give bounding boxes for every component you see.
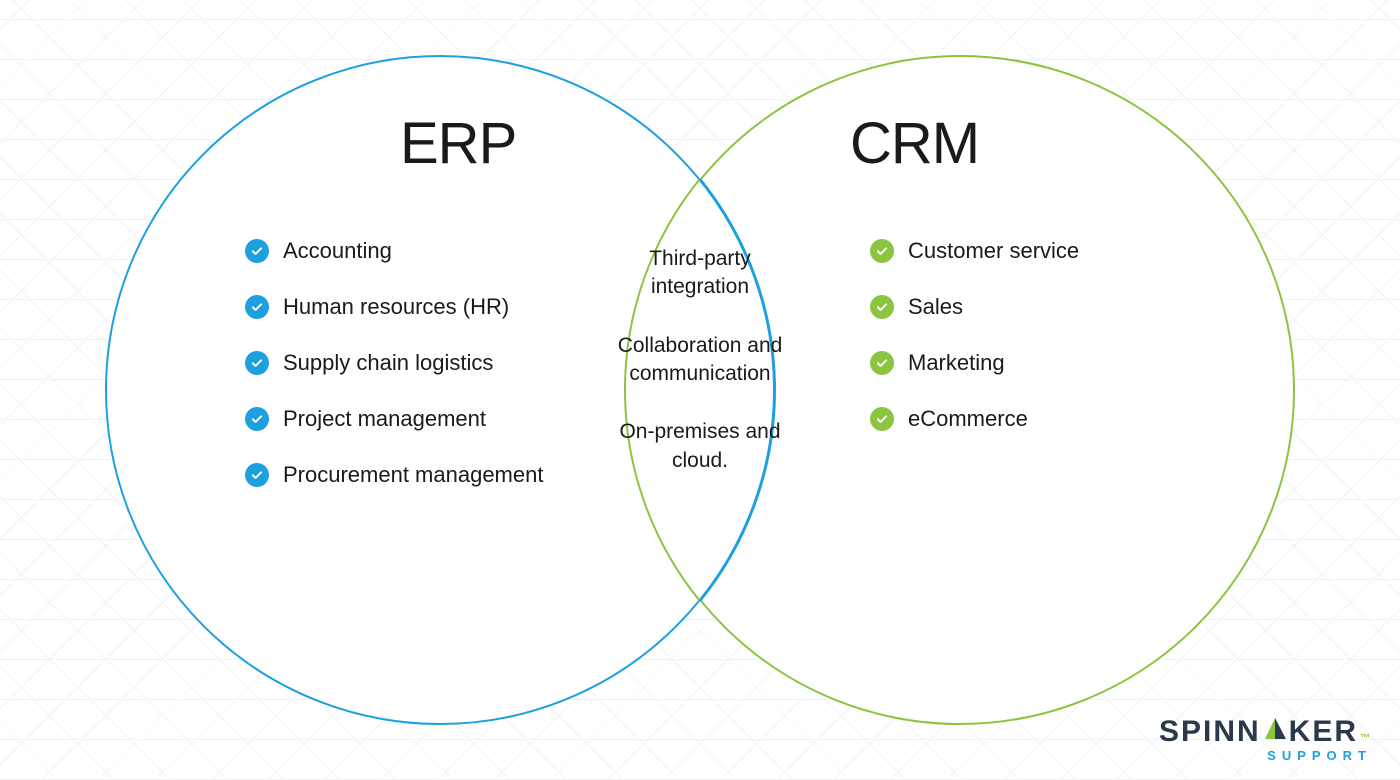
crm-feature-label: Sales: [908, 294, 963, 320]
logo-text-post: KER: [1289, 717, 1358, 747]
logo-text-pre: SPINN: [1159, 717, 1261, 747]
erp-feature-list: Accounting Human resources (HR) Supply cha…: [245, 238, 543, 488]
check-icon: [870, 295, 894, 319]
erp-feature-label: Supply chain logistics: [283, 350, 493, 376]
check-icon: [870, 351, 894, 375]
erp-feature-item: Supply chain logistics: [245, 350, 543, 376]
crm-feature-label: Marketing: [908, 350, 1005, 376]
logo-wordmark: SPINN KER™: [1159, 717, 1372, 747]
crm-feature-list: Customer service Sales Marketing eCommerce: [870, 238, 1079, 432]
erp-feature-item: Project management: [245, 406, 543, 432]
check-icon: [245, 407, 269, 431]
shared-feature-list: Third-party integration Collaboration and…: [600, 245, 800, 475]
check-icon: [245, 463, 269, 487]
crm-feature-item: Sales: [870, 294, 1079, 320]
logo-tm: ™: [1360, 734, 1372, 744]
erp-feature-label: Accounting: [283, 238, 392, 264]
check-icon: [245, 351, 269, 375]
erp-feature-label: Project management: [283, 406, 486, 432]
check-icon: [245, 295, 269, 319]
shared-feature-item: On-premises and cloud.: [600, 418, 800, 475]
crm-feature-label: Customer service: [908, 238, 1079, 264]
erp-feature-item: Human resources (HR): [245, 294, 543, 320]
crm-feature-item: eCommerce: [870, 406, 1079, 432]
shared-feature-item: Third-party integration: [600, 245, 800, 302]
logo-sail-icon: [1262, 717, 1288, 741]
crm-title: CRM: [850, 110, 979, 177]
erp-feature-item: Procurement management: [245, 462, 543, 488]
check-icon: [870, 239, 894, 263]
crm-feature-label: eCommerce: [908, 406, 1028, 432]
erp-title: ERP: [400, 110, 516, 177]
shared-feature-item: Collaboration and communication: [600, 332, 800, 389]
logo-subtext: SUPPORT: [1159, 749, 1372, 762]
crm-feature-item: Customer service: [870, 238, 1079, 264]
erp-feature-item: Accounting: [245, 238, 543, 264]
crm-feature-item: Marketing: [870, 350, 1079, 376]
check-icon: [870, 407, 894, 431]
erp-feature-label: Procurement management: [283, 462, 543, 488]
spinnaker-logo: SPINN KER™ SUPPORT: [1159, 717, 1372, 762]
erp-feature-label: Human resources (HR): [283, 294, 509, 320]
venn-diagram: ERP CRM Accounting Human resources (HR) Su…: [0, 0, 1400, 780]
check-icon: [245, 239, 269, 263]
